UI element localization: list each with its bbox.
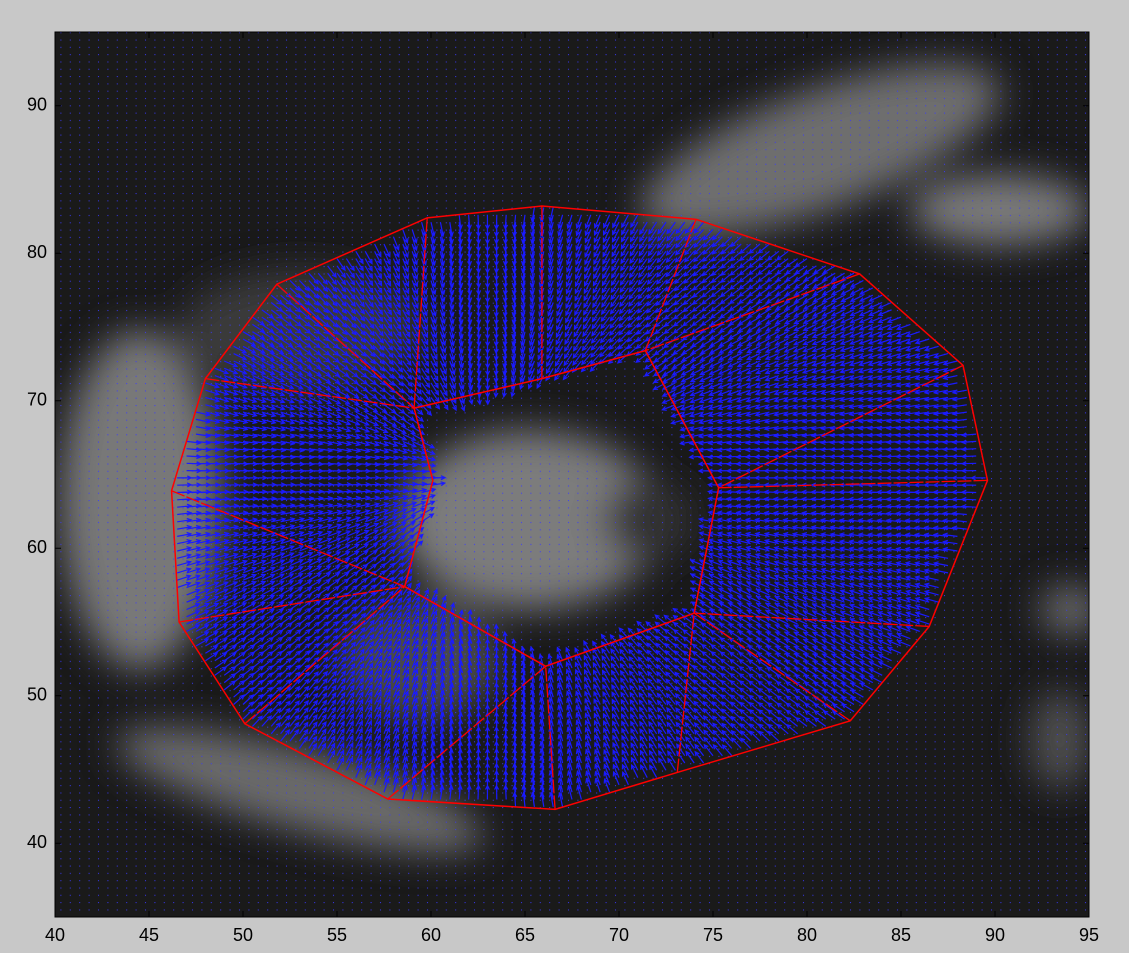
y-tick-label: 80 <box>27 242 47 262</box>
x-tick-label: 60 <box>421 925 441 945</box>
y-tick-label: 70 <box>27 390 47 410</box>
figure: 40 45 50 55 60 65 70 75 80 85 90 95 40 50 60 70 80 90 <box>0 0 1129 953</box>
x-tick-label: 80 <box>797 925 817 945</box>
x-tick-label: 70 <box>609 925 629 945</box>
x-tick-label: 65 <box>515 925 535 945</box>
x-tick-label: 50 <box>233 925 253 945</box>
y-tick-label: 50 <box>27 685 47 705</box>
x-tick-label: 55 <box>327 925 347 945</box>
x-tick-label: 90 <box>985 925 1005 945</box>
x-tick-label: 75 <box>703 925 723 945</box>
y-tick-label: 40 <box>27 832 47 852</box>
y-tick-label: 90 <box>27 95 47 115</box>
page: {"chart_data": {"type": "mesh", "xlim": … <box>0 0 1129 953</box>
y-tick-label: 60 <box>27 537 47 557</box>
x-tick-label: 45 <box>139 925 159 945</box>
x-tick-label: 95 <box>1079 925 1099 945</box>
x-tick-label: 85 <box>891 925 911 945</box>
x-tick-label: 40 <box>45 925 65 945</box>
